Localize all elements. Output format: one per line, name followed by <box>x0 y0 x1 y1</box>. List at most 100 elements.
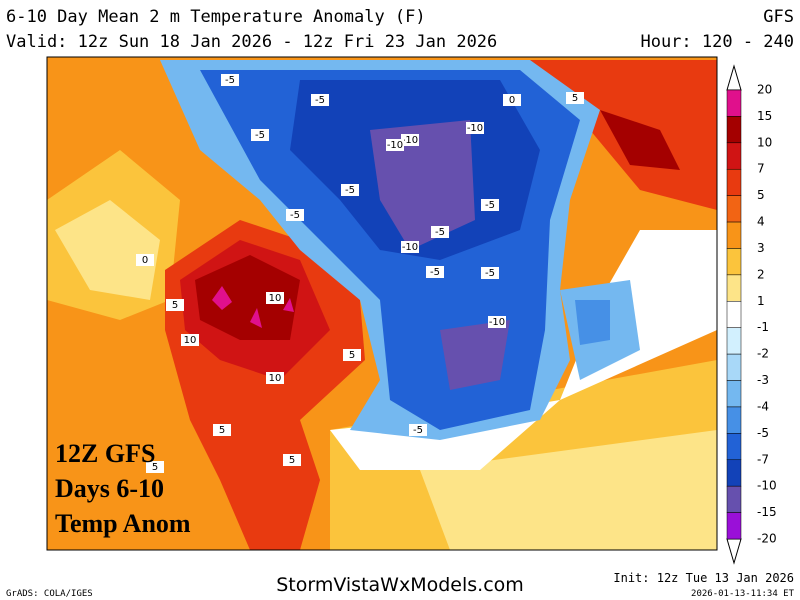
colorbar-band <box>726 274 742 302</box>
colorbar-label: -20 <box>757 532 777 546</box>
colorbar-label: -15 <box>757 505 777 519</box>
colorbar-label: 1 <box>757 294 765 308</box>
site: StormVistaWxModels.com <box>276 574 524 596</box>
colorbar-band <box>726 353 742 381</box>
colorbar-band <box>726 512 742 540</box>
colorbar-label: -2 <box>757 347 769 361</box>
hour: Hour: 120 - 240 <box>640 32 794 52</box>
colorbar-label: 2 <box>757 267 765 281</box>
contour-label-box <box>266 372 284 384</box>
colorbar-arrow <box>726 64 742 91</box>
contour-label-box <box>481 199 499 211</box>
contour-label: -5 <box>345 185 355 196</box>
contour-label: -5 <box>435 227 445 238</box>
stamp: 2026-01-13-11:34 ET <box>691 589 795 599</box>
contour-label-box <box>251 129 269 141</box>
colorbar-band <box>726 142 742 170</box>
contour-label: 5 <box>349 350 355 361</box>
contour-label-box <box>181 334 199 346</box>
colorbar-label: 10 <box>757 135 772 149</box>
grads: GrADS: COLA/IGES <box>6 589 93 599</box>
contour-label-box <box>136 254 154 266</box>
colorbar-band <box>726 248 742 276</box>
colorbar-band <box>726 380 742 408</box>
contour-label: 5 <box>219 425 225 436</box>
contour-label-box <box>311 94 329 106</box>
contour-label: -5 <box>430 267 440 278</box>
contour-label-box <box>213 424 231 436</box>
contour-label: 5 <box>152 462 158 473</box>
contour-label-box <box>386 139 404 151</box>
contour-label-box <box>283 454 301 466</box>
colorbar-band <box>726 327 742 355</box>
contour-label-box <box>503 94 521 106</box>
contour-label-box <box>431 226 449 238</box>
colorbar-band <box>726 301 742 328</box>
contour-label: -5 <box>485 268 495 279</box>
contour-label-box <box>566 92 584 104</box>
colorbar-band <box>726 406 742 434</box>
contour-label: 10 <box>184 335 197 346</box>
colorbar-label: -3 <box>757 373 769 387</box>
contour-label: -5 <box>290 210 300 221</box>
contour-label: -10 <box>489 317 505 328</box>
contour-label: -10 <box>467 123 483 134</box>
overlay-text: 12Z GFS <box>55 439 155 468</box>
colorbar-label: -1 <box>757 320 769 334</box>
contour-label-box <box>286 209 304 221</box>
contour-label: -5 <box>255 130 265 141</box>
contour-label-box <box>401 134 419 146</box>
colorbar-band <box>726 168 742 196</box>
contour-label-box <box>146 461 164 473</box>
colorbar-label: 7 <box>757 162 765 176</box>
contour-label-box <box>221 74 239 86</box>
contour-label: 5 <box>572 93 578 104</box>
contour-label-box <box>343 349 361 361</box>
contour-label-box <box>166 299 184 311</box>
title: 6-10 Day Mean 2 m Temperature Anomaly (F… <box>6 7 426 27</box>
map <box>47 57 717 550</box>
colorbar-label: -5 <box>757 426 769 440</box>
contour-label: -10 <box>402 135 418 146</box>
contour-label: -5 <box>315 95 325 106</box>
colorbar-label: -10 <box>757 479 777 493</box>
overlay-text: Temp Anom <box>55 509 191 538</box>
contour-label-box <box>409 424 427 436</box>
colorbar-label: 15 <box>757 109 772 123</box>
colorbar-label: 20 <box>757 83 772 97</box>
colorbar-label: -4 <box>757 399 769 413</box>
contour-label: 0 <box>509 95 515 106</box>
contour-label-box <box>401 241 419 253</box>
model: GFS <box>763 7 794 27</box>
overlay-text: Days 6-10 <box>55 474 164 503</box>
contour-label-box <box>481 267 499 279</box>
contour-label-box <box>488 316 506 328</box>
colorbar-band <box>726 485 742 513</box>
colorbar-label: 3 <box>757 241 765 255</box>
colorbar-band <box>726 459 742 487</box>
valid: Valid: 12z Sun 18 Jan 2026 - 12z Fri 23 … <box>6 32 497 52</box>
contour-label-box <box>341 184 359 196</box>
contour-label-box <box>466 122 484 134</box>
init: Init: 12z Tue 13 Jan 2026 <box>613 571 794 585</box>
colorbar-band <box>726 195 742 223</box>
contour-label: -5 <box>413 425 423 436</box>
contour-label: -10 <box>402 242 418 253</box>
colorbar-band <box>726 221 742 249</box>
contour-label: -10 <box>387 140 403 151</box>
colorbar-arrow <box>726 538 742 565</box>
map-frame <box>46 56 718 551</box>
colorbar-band <box>726 116 742 144</box>
contour-label: -5 <box>225 75 235 86</box>
colorbar-band <box>726 89 742 117</box>
contour-label: 10 <box>269 373 282 384</box>
contour-label: 0 <box>142 255 148 266</box>
contour-label: 5 <box>289 455 295 466</box>
colorbar-label: 5 <box>757 188 765 202</box>
contour-label: 5 <box>172 300 178 311</box>
colorbar-label: -7 <box>757 452 769 466</box>
colorbar-band <box>726 433 742 461</box>
contour-label: 10 <box>269 293 282 304</box>
contour-label: -5 <box>485 200 495 211</box>
